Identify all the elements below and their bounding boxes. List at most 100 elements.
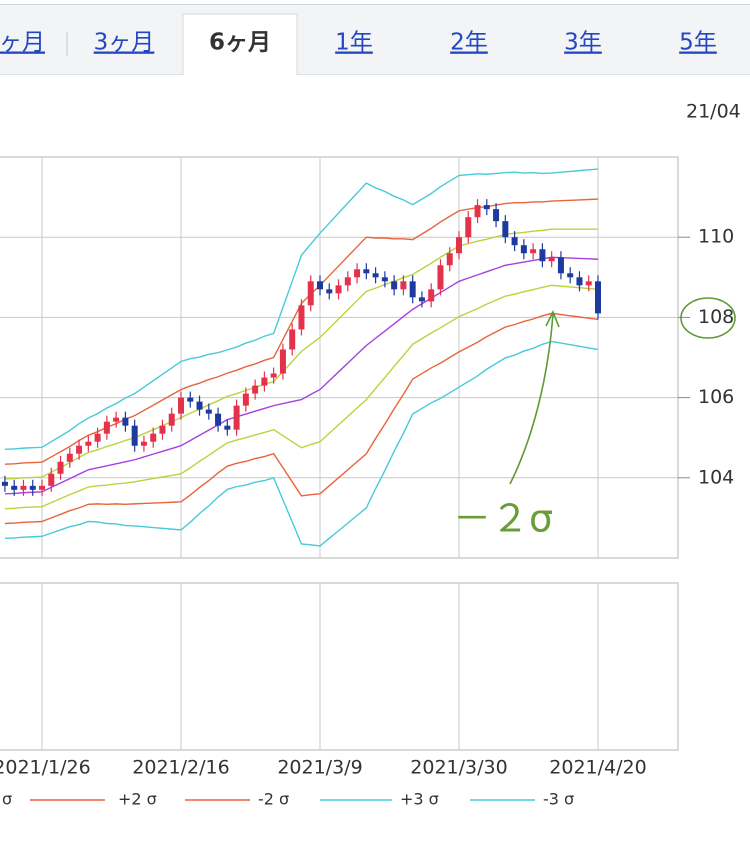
tab[interactable]: 1年 (335, 30, 373, 56)
candle-body (437, 265, 444, 290)
candle-body (94, 433, 101, 442)
candle-body (261, 377, 268, 386)
candle-body (242, 393, 249, 406)
candle-body (381, 277, 388, 282)
candle-body (66, 453, 73, 462)
candle-body (391, 281, 398, 290)
candle-body (233, 405, 240, 430)
candle-body (48, 473, 55, 486)
candle-body (131, 425, 138, 446)
candle-body (29, 485, 36, 490)
candle-body (279, 349, 286, 374)
arrow-head (545, 310, 560, 328)
candle-body (307, 281, 314, 306)
candle-body (428, 289, 435, 302)
candle-body (140, 441, 147, 446)
candle-body (20, 485, 27, 490)
candle-body (354, 269, 361, 278)
band-line (4, 340, 599, 547)
candle-body (150, 433, 157, 442)
candle-body (326, 289, 333, 294)
handwritten-annotation (509, 297, 736, 485)
legend-label[interactable]: -2 σ (258, 790, 289, 809)
candle-body (11, 485, 18, 490)
x-tick-label: 2021/3/9 (277, 757, 362, 779)
candle-body (530, 249, 537, 254)
candle-body (178, 397, 184, 414)
candle-body (557, 257, 564, 274)
candle-body (85, 441, 92, 446)
candle-body (122, 417, 129, 426)
legend-label[interactable]: +3 σ (400, 790, 439, 809)
tab[interactable]: 3ヶ月 (94, 30, 155, 56)
candle-body (493, 209, 500, 222)
sub-panel (0, 582, 679, 751)
candle-body (363, 269, 370, 274)
candle-body (1, 481, 8, 486)
candle-body (595, 281, 601, 314)
candle-body (483, 205, 490, 210)
candle-body (465, 217, 472, 238)
candle-body (317, 281, 323, 290)
candle-body (252, 385, 259, 394)
arrow (509, 313, 554, 485)
candle-body (103, 421, 110, 434)
candle-body (585, 281, 592, 286)
y-tick-label: 108 (698, 306, 734, 328)
candle-body (224, 425, 231, 430)
candle-body (335, 285, 342, 294)
candle-body (76, 445, 83, 454)
band-line (4, 168, 599, 451)
candle-body (159, 425, 166, 434)
tabs: ヶ月 3ヶ月 6ヶ月 1年 2年 3年 5年 (0, 13, 717, 75)
tab[interactable]: 5年 (679, 30, 717, 56)
x-tick-label: 2021/3/30 (410, 757, 507, 779)
candle-body (446, 253, 453, 266)
y-tick-label: 110 (698, 226, 734, 248)
x-tick-label: 2021/4/20 (549, 757, 646, 779)
y-tick-label: 104 (698, 466, 734, 488)
legend-label[interactable]: σ (2, 790, 12, 809)
band-line (4, 256, 599, 495)
tab[interactable]: ヶ月 (0, 30, 45, 56)
candle-body (215, 413, 222, 426)
candles (1, 199, 601, 496)
active-tab-box (182, 13, 298, 75)
candle-body (548, 257, 555, 262)
candle-body (344, 277, 351, 286)
candle-body (168, 413, 175, 426)
x-tick-label: 2021/2/16 (132, 757, 229, 779)
candle-body (39, 485, 45, 490)
candle-body (539, 249, 546, 262)
candle-body (418, 297, 425, 302)
legend-label[interactable]: +2 σ (118, 790, 157, 809)
candle-body (57, 461, 64, 474)
tab-bar (0, 4, 750, 75)
tab[interactable]: 6ヶ月 (209, 30, 271, 56)
y-tick-label: 106 (698, 386, 734, 408)
legend-label[interactable]: -3 σ (543, 790, 574, 809)
tab[interactable]: 2年 (450, 30, 488, 56)
candle-body (511, 237, 518, 246)
band-line (4, 284, 599, 510)
axes: 104 106 108 110 2021/1/26 2021/2/16 2021/3/9 20… (0, 226, 734, 779)
candle-body (502, 221, 509, 238)
candle-body (400, 281, 407, 290)
candle-body (270, 373, 277, 378)
tab[interactable]: 3年 (564, 30, 602, 56)
candle-body (196, 401, 203, 410)
candle-body (289, 329, 296, 350)
grid (0, 157, 678, 750)
candle-body (567, 273, 574, 278)
candle-body (205, 409, 212, 414)
candle-body (456, 237, 462, 254)
candle-body (372, 273, 379, 278)
bands (4, 168, 599, 547)
x-tick-label: 2021/1/26 (0, 757, 91, 779)
candle-body (409, 281, 416, 298)
candle-body (298, 305, 305, 330)
candle-body (576, 277, 583, 286)
